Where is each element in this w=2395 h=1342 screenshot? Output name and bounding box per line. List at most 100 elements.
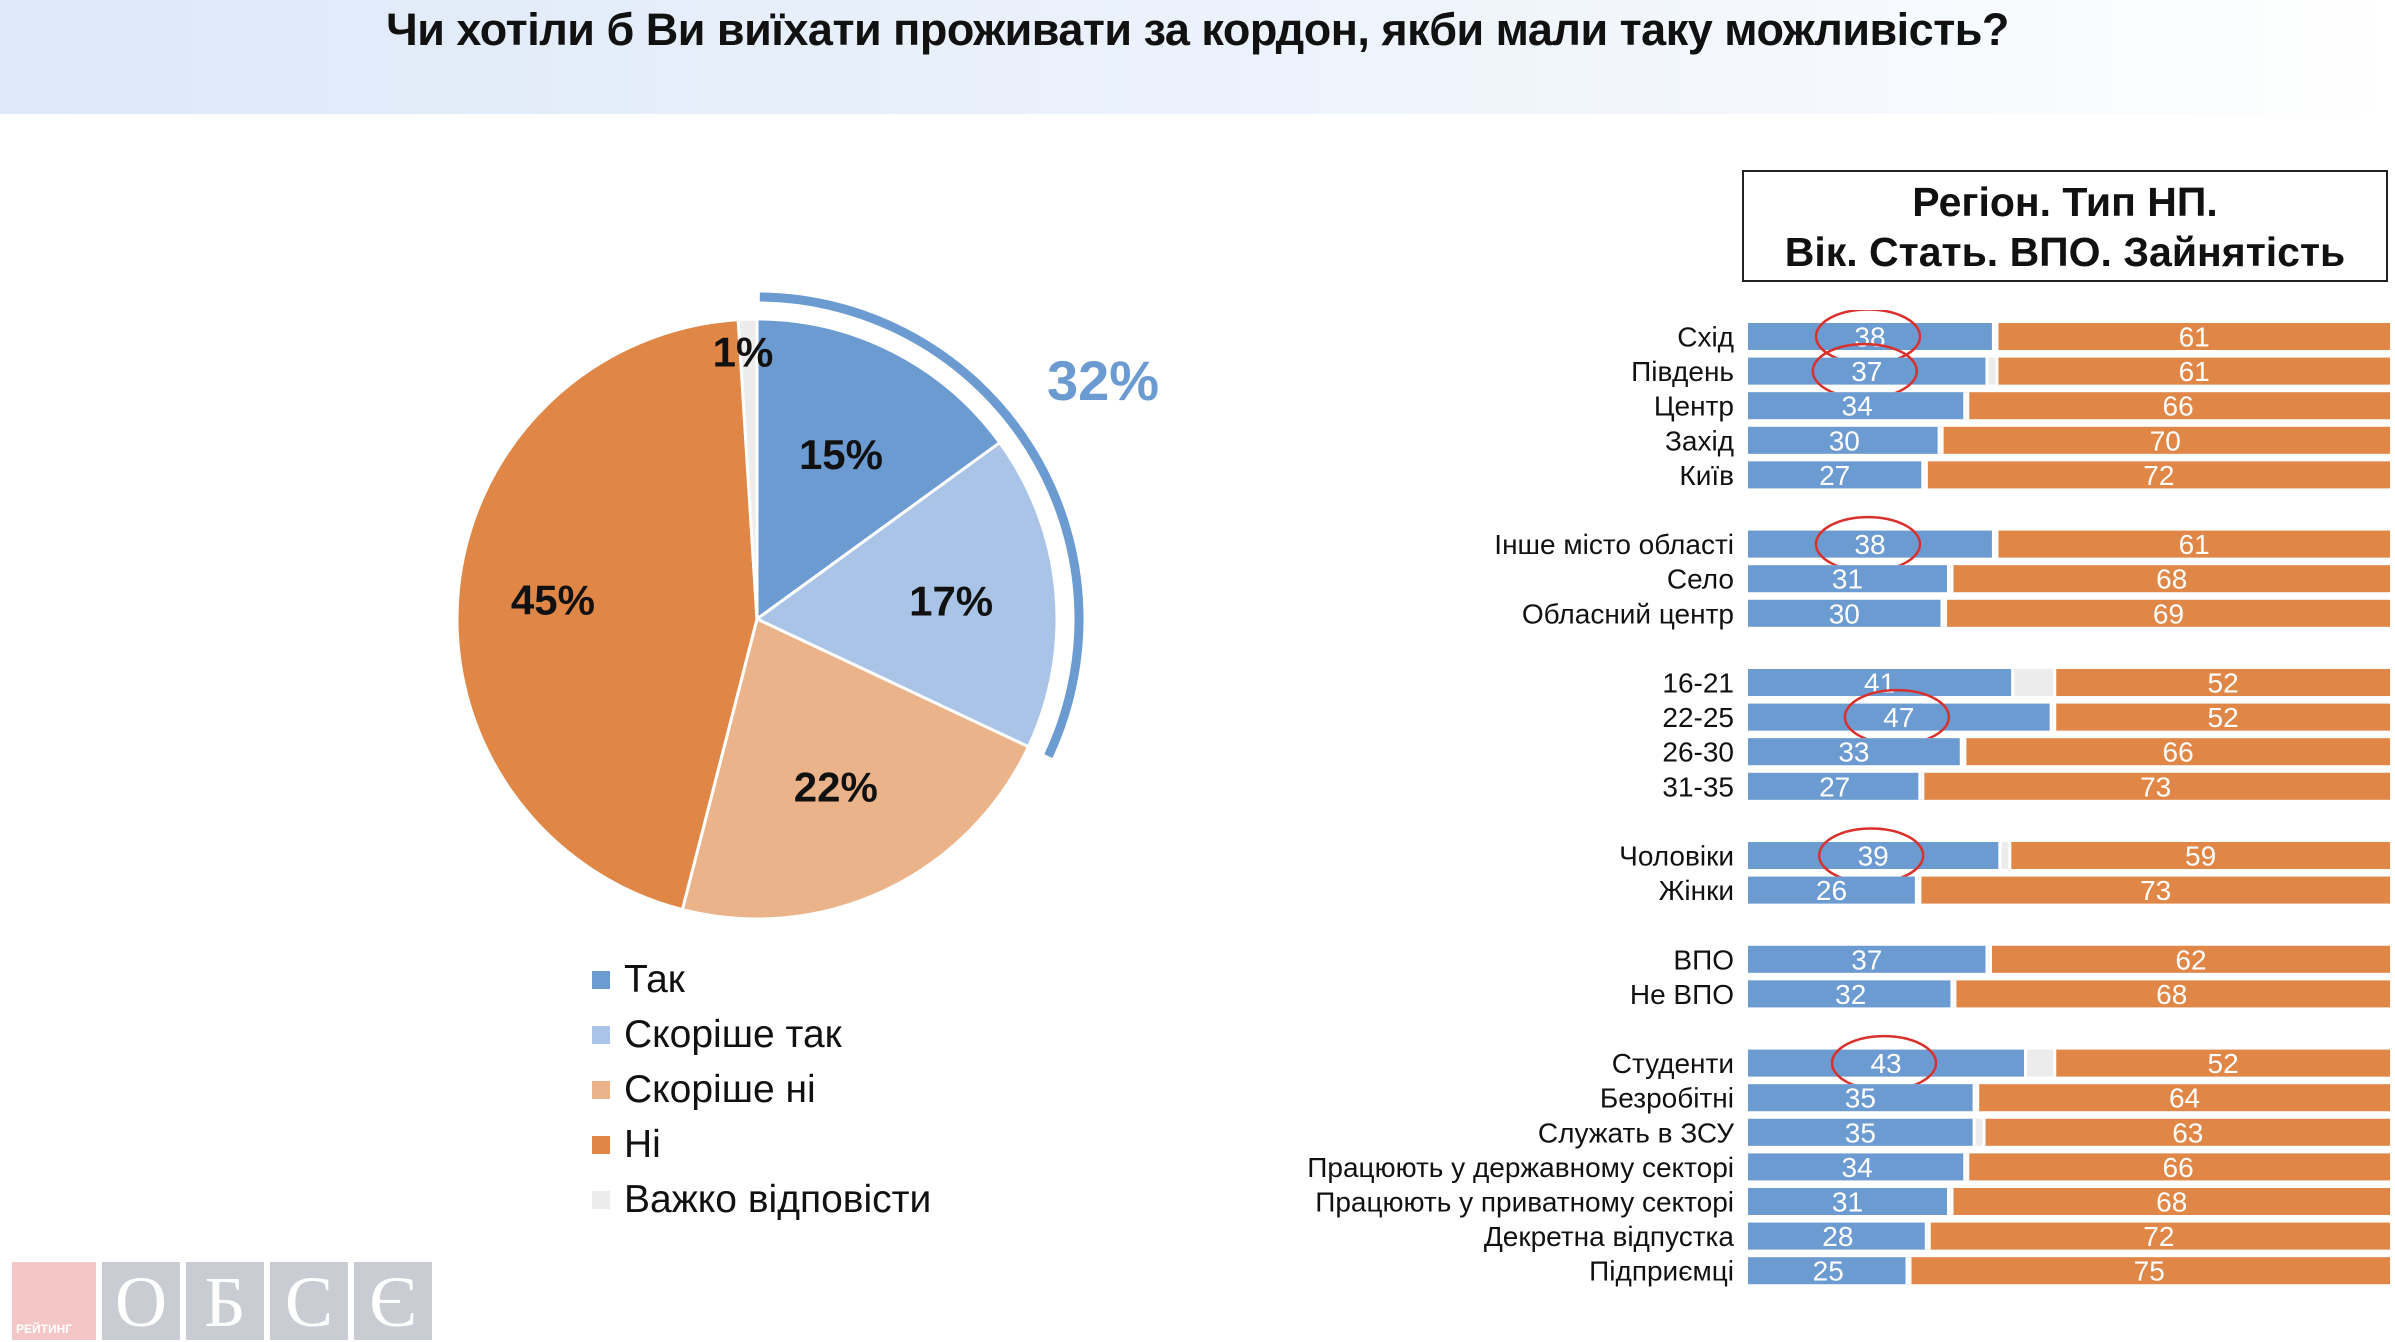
pie-slice-rather-yes [754,440,1059,749]
bar-segment-no [2011,842,2390,869]
bar-value-no: 72 [2143,460,2174,491]
bar-category-label: Схід [1677,322,1734,353]
pie-slice-no [455,317,759,912]
bar-value-yes: 35 [1845,1117,1876,1148]
bar-segment-yes [1748,323,1992,350]
bar-segment-no [1979,1084,2390,1112]
bar-value-no: 52 [2208,702,2239,733]
bar-category-label: Київ [1679,460,1734,491]
bar-segment-no [1998,323,2390,350]
bar-value-yes: 37 [1851,356,1882,387]
bar-separator [1995,323,1999,350]
stacked-bar-chart: Схід 38 61 Південь 37 61 Центр 34 66 Захід 30 70 Киї… [1307,310,2390,1287]
bar-segment-no [1991,945,2390,973]
bar-value-yes: 35 [1845,1083,1876,1114]
bar-segment-yes [1748,1049,2025,1077]
pie-slice-label: 22% [794,763,878,810]
bar-value-yes: 38 [1854,322,1885,353]
bar-separator [1982,1118,1986,1146]
bar-separator [1959,738,1963,766]
pie-slice-label: 15% [799,431,883,478]
bar-separator [1998,842,2002,869]
bar-separator [2049,703,2053,731]
pie-slice-yes [755,317,1002,622]
header-band: Чи хотіли б Ви виїхати проживати за корд… [0,0,2395,114]
bar-separator [1924,1222,1928,1250]
logo-small-text: РЕЙТИНГ [16,1322,73,1336]
bar-value-no: 61 [2179,529,2210,560]
bar-value-no: 66 [2163,391,2194,422]
legend-swatch [592,971,610,989]
bar-segment-no [1921,772,2390,800]
bar-separator [1985,357,1989,385]
bar-value-no: 52 [2208,1048,2239,1079]
bar-value-yes: 30 [1829,598,1860,629]
bar-segment-no [2056,703,2390,731]
bar-value-yes: 32 [1835,979,1866,1010]
bar-value-no: 73 [2140,875,2171,906]
bar-value-no: 72 [2143,1221,2174,1252]
bar-segment-no [2056,1049,2390,1077]
bar-value-no: 75 [2134,1256,2165,1287]
bar-value-yes: 26 [1816,875,1847,906]
bar-value-yes: 39 [1858,841,1889,872]
bar-category-label: Безробітні [1600,1083,1734,1114]
bar-separator [1950,980,1954,1008]
legend-label: Скоріше так [624,1013,842,1056]
bar-separator [1963,1153,1967,1181]
bar-separator [1921,461,1925,489]
bar-value-no: 66 [2163,737,2194,768]
bar-segment-no [1953,980,2390,1008]
bar-segment-yes [1748,945,1986,973]
bar-value-no: 63 [2172,1117,2203,1148]
bar-segment-no [1908,1257,2390,1285]
bar-separator [1972,1084,1976,1112]
legend-label: Важко відповісти [624,1178,932,1221]
bar-value-no: 68 [2156,564,2187,595]
bar-separator [1966,392,1970,420]
pie-slice-rather-no [680,616,1031,921]
logo-letter: Є [354,1262,432,1342]
page-title: Чи хотіли б Ви виїхати проживати за корд… [386,4,2009,55]
bar-segment-yes [1748,842,1999,869]
bar-segment-yes [1748,565,1948,593]
bar-category-label: Студенти [1612,1048,1734,1079]
bar-separator [1988,945,1992,973]
bar-value-no: 68 [2156,1187,2187,1218]
bar-separator [1918,876,1922,904]
bar-separator [2053,669,2057,696]
bar-value-yes: 33 [1838,737,1869,768]
logo-letter: Б [186,1262,264,1342]
bar-value-no: 52 [2208,668,2239,699]
bar-segment-yes [1748,530,1992,558]
bar-value-yes: 38 [1854,529,1885,560]
bar-segment-no [1998,530,2390,558]
bar-segment-yes [1748,1257,1909,1285]
filter-box-line2: Вік. Стать. ВПО. Зайнятість [1784,229,2346,275]
bar-category-label: Підприємці [1589,1256,1734,1287]
bar-separator [1905,1257,1909,1285]
bar-segment-yes [1748,461,1922,489]
bar-category-label: Працюють у державному секторі [1307,1152,1734,1183]
bar-category-label: Інше місто області [1494,529,1734,560]
legend-label: Так [624,958,685,1001]
bar-segment-yes [1748,738,1960,766]
pie-chart: 15% 17% 22% 45% 1% 32% [455,292,1159,921]
bar-value-yes: 27 [1819,460,1850,491]
bar-separator [1947,1188,1951,1215]
bar-segment-no [1966,1153,2390,1181]
bar-value-yes: 34 [1842,1152,1873,1183]
bar-separator [1995,530,1999,558]
bar-separator [1963,392,1967,420]
bar-category-label: ВПО [1673,944,1734,975]
pie-slice-label: 1% [713,328,774,375]
pie-total-label: 32% [1047,349,1159,412]
bar-value-no: 70 [2150,425,2181,456]
bar-segment-no [1998,357,2390,385]
bar-value-no: 69 [2153,598,2184,629]
bar-category-label: 26-30 [1662,737,1734,768]
bar-separator [1991,530,1995,558]
bar-segment-yes [1748,980,1954,1008]
bar-segment-yes [1748,1118,1973,1146]
bar-segment-yes [1748,599,1941,627]
